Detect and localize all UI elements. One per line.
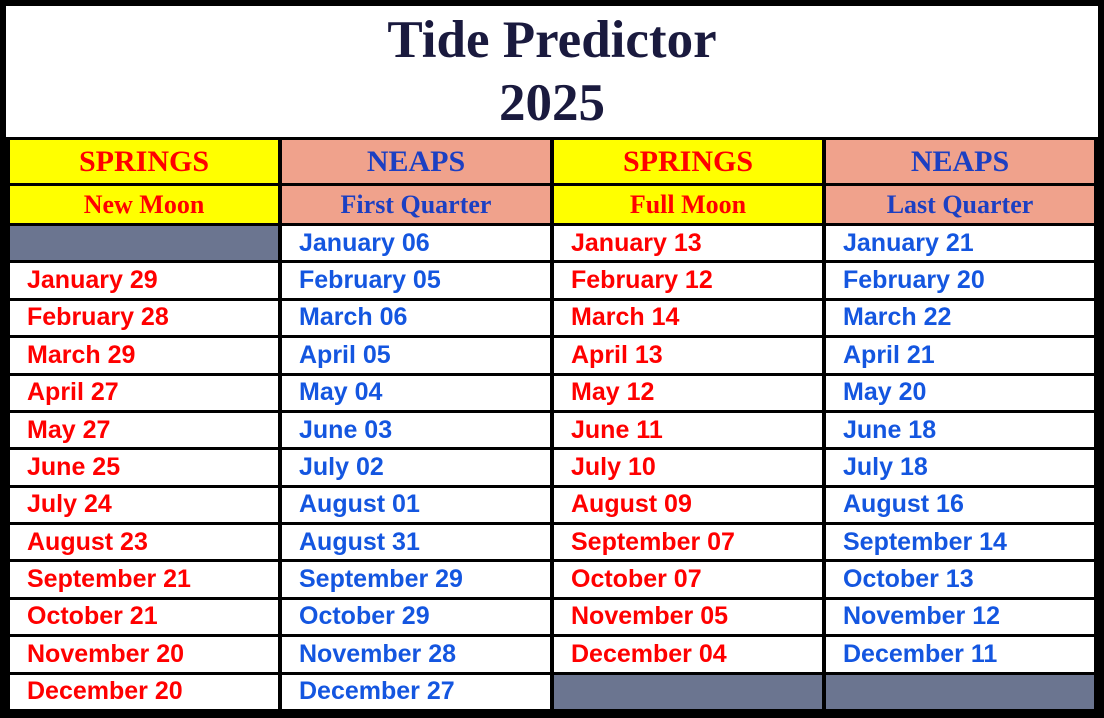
date-cell: December 11 — [822, 634, 1098, 675]
date-cell: December 27 — [278, 671, 554, 712]
header-row-tide: SPRINGS NEAPS SPRINGS NEAPS — [6, 137, 1098, 186]
date-cell: November 05 — [550, 596, 826, 638]
date-cell: November 28 — [278, 634, 554, 675]
tide-table-head: SPRINGS NEAPS SPRINGS NEAPS New Moon Fir… — [6, 137, 1098, 226]
date-cell: May 20 — [822, 372, 1098, 413]
date-cell: June 25 — [6, 447, 282, 488]
date-cell: May 04 — [278, 372, 554, 413]
header-neaps-first-quarter: NEAPS — [278, 137, 554, 186]
date-cell: January 21 — [822, 222, 1098, 264]
title-line-1: Tide Predictor — [387, 10, 717, 69]
date-cell: March 06 — [278, 297, 554, 339]
date-cell: July 10 — [550, 447, 826, 488]
table-row: March 29 April 05 April 13 April 21 — [6, 335, 1098, 376]
header-phase-last-quarter: Last Quarter — [822, 183, 1098, 226]
date-cell: September 14 — [822, 521, 1098, 563]
date-cell: January 29 — [6, 260, 282, 301]
title-line-2: 2025 — [499, 73, 605, 132]
date-cell: February 12 — [550, 260, 826, 301]
table-row: January 29 February 05 February 12 February… — [6, 260, 1098, 301]
date-cell: November 12 — [822, 596, 1098, 638]
empty-cell — [550, 671, 826, 712]
date-cell: August 23 — [6, 521, 282, 563]
header-springs-new-moon: SPRINGS — [6, 137, 282, 186]
header-phase-new-moon: New Moon — [6, 183, 282, 226]
table-row: February 28 March 06 March 14 March 22 — [6, 297, 1098, 339]
tide-table: SPRINGS NEAPS SPRINGS NEAPS New Moon Fir… — [6, 137, 1098, 712]
date-cell: August 31 — [278, 521, 554, 563]
date-cell: April 05 — [278, 335, 554, 376]
table-row: December 20 December 27 — [6, 671, 1098, 712]
header-row-phase: New Moon First Quarter Full Moon Last Qu… — [6, 183, 1098, 226]
date-cell: April 21 — [822, 335, 1098, 376]
table-row: April 27 May 04 May 12 May 20 — [6, 372, 1098, 413]
date-cell: May 27 — [6, 409, 282, 451]
date-cell: February 28 — [6, 297, 282, 339]
date-cell: October 21 — [6, 596, 282, 638]
date-cell: July 24 — [6, 484, 282, 526]
table-row: October 21 October 29 November 05 November … — [6, 596, 1098, 638]
date-cell: December 20 — [6, 671, 282, 712]
table-row: September 21 September 29 October 07 Octobe… — [6, 559, 1098, 600]
date-cell: December 04 — [550, 634, 826, 675]
header-neaps-last-quarter: NEAPS — [822, 137, 1098, 186]
table-row: January 06 January 13 January 21 — [6, 222, 1098, 264]
date-cell: July 18 — [822, 447, 1098, 488]
date-cell: August 09 — [550, 484, 826, 526]
header-phase-first-quarter: First Quarter — [278, 183, 554, 226]
table-row: July 24 August 01 August 09 August 16 — [6, 484, 1098, 526]
date-cell: July 02 — [278, 447, 554, 488]
date-cell: October 13 — [822, 559, 1098, 600]
date-cell: February 05 — [278, 260, 554, 301]
date-cell: March 29 — [6, 335, 282, 376]
table-row: August 23 August 31 September 07 September … — [6, 521, 1098, 563]
date-cell: November 20 — [6, 634, 282, 675]
date-cell: May 12 — [550, 372, 826, 413]
table-row: November 20 November 28 December 04 Decembe… — [6, 634, 1098, 675]
date-cell: June 18 — [822, 409, 1098, 451]
page-title: Tide Predictor 2025 — [6, 6, 1098, 137]
header-springs-full-moon: SPRINGS — [550, 137, 826, 186]
date-cell: September 29 — [278, 559, 554, 600]
date-cell: October 07 — [550, 559, 826, 600]
date-cell: June 03 — [278, 409, 554, 451]
empty-cell — [6, 222, 282, 264]
date-cell: September 07 — [550, 521, 826, 563]
date-cell: June 11 — [550, 409, 826, 451]
date-cell: February 20 — [822, 260, 1098, 301]
tide-table-body: January 06 January 13 January 21 January 29… — [6, 222, 1098, 712]
table-row: May 27 June 03 June 11 June 18 — [6, 409, 1098, 451]
date-cell: August 16 — [822, 484, 1098, 526]
date-cell: September 21 — [6, 559, 282, 600]
date-cell: March 14 — [550, 297, 826, 339]
date-cell: October 29 — [278, 596, 554, 638]
date-cell: January 06 — [278, 222, 554, 264]
date-cell: January 13 — [550, 222, 826, 264]
empty-cell — [822, 671, 1098, 712]
date-cell: April 13 — [550, 335, 826, 376]
header-phase-full-moon: Full Moon — [550, 183, 826, 226]
date-cell: April 27 — [6, 372, 282, 413]
date-cell: March 22 — [822, 297, 1098, 339]
date-cell: August 01 — [278, 484, 554, 526]
table-row: June 25 July 02 July 10 July 18 — [6, 447, 1098, 488]
